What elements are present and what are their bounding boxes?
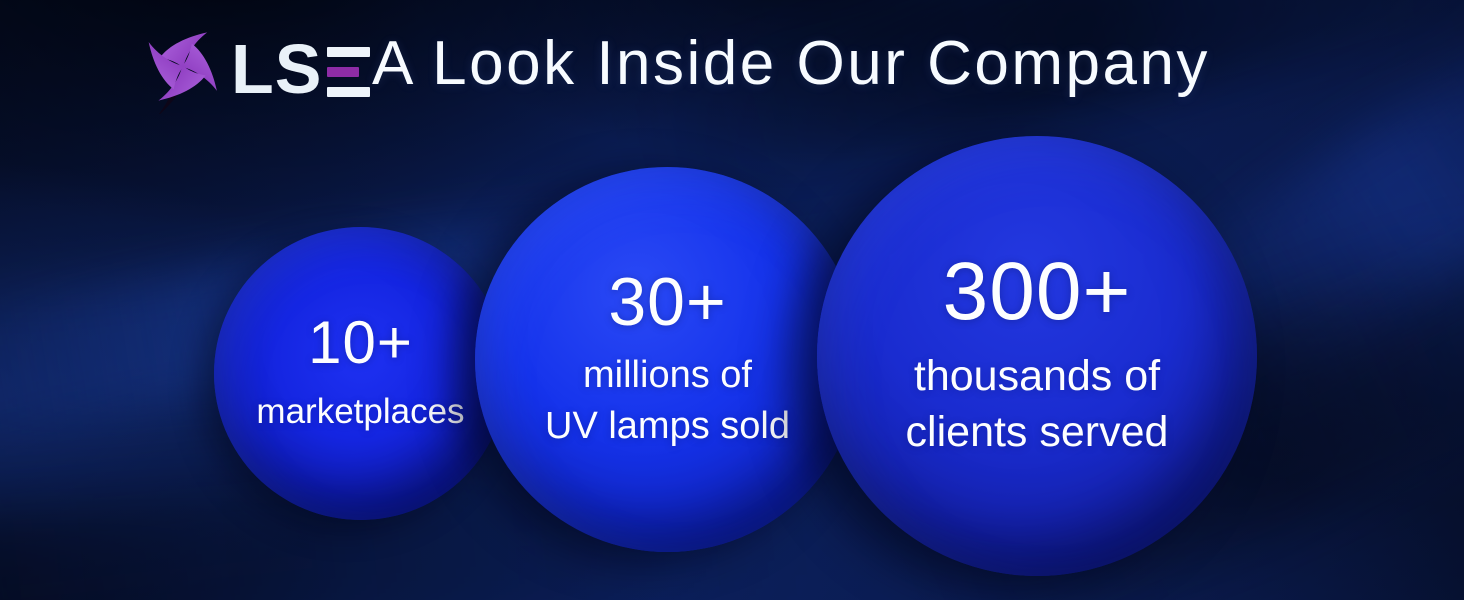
e-bar-top — [327, 47, 371, 57]
stat-label: millions of UV lamps sold — [545, 350, 790, 450]
stat-label: thousands of clients served — [906, 349, 1169, 461]
stat-value: 300+ — [942, 246, 1132, 338]
pinwheel-star-icon — [148, 32, 217, 114]
stat-bubble-clients: 300+ thousands of clients served — [817, 136, 1257, 576]
stat-label-line: UV lamps sold — [545, 404, 790, 447]
stat-value: 10+ — [308, 308, 413, 376]
wordmark-e-glyph — [327, 47, 371, 97]
e-bar-middle-accent — [327, 67, 360, 77]
stat-value: 30+ — [608, 264, 727, 341]
wordmark-ls: LS — [231, 30, 323, 108]
page-title: A Look Inside Our Company — [372, 29, 1210, 98]
stat-bubble-marketplaces: 10+ marketplaces — [214, 227, 507, 520]
brand-wordmark: LS — [231, 30, 371, 108]
stat-bubble-uv-lamps: 30+ millions of UV lamps sold — [475, 167, 860, 552]
stat-label: marketplaces — [256, 389, 464, 435]
stat-label-line: clients served — [905, 408, 1169, 456]
stat-label-line: millions of — [583, 354, 752, 397]
stat-label-line: thousands of — [913, 352, 1161, 401]
stat-label-line: marketplaces — [256, 391, 465, 431]
brand-logo: LS — [145, 28, 371, 114]
e-bar-bottom — [327, 87, 371, 97]
